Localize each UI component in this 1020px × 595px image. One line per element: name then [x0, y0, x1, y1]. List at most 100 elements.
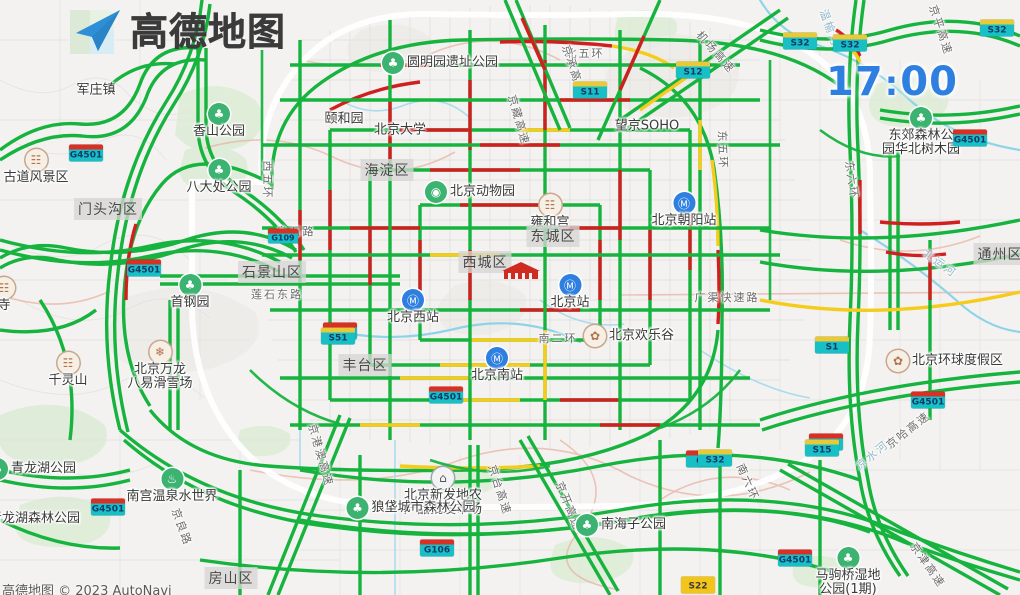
poi-marker[interactable]: ☷ 古道风景区 [3, 149, 69, 185]
poi-marker[interactable]: ☷ 千灵山 [48, 352, 88, 388]
poi-label: 东郊森林公 园华北树木园 [881, 128, 961, 157]
highway-shield: G4501 [69, 144, 103, 162]
highway-shield: S12 [676, 61, 710, 79]
road-name-label: 西五环 [261, 160, 274, 200]
district-label[interactable]: 门头沟区 [74, 198, 142, 220]
district-label[interactable]: 通州区 [973, 243, 1020, 265]
shield-code: G106 [420, 544, 454, 557]
poi-marker[interactable]: ♣青龙湖公园 [0, 458, 76, 480]
poi-label: 青龙湖公园 [10, 461, 77, 477]
place-label[interactable]: 北京大学 [373, 122, 427, 138]
poi-marker[interactable]: ♣ 八大处公园 [186, 159, 252, 195]
historic-icon[interactable]: ☷ [538, 194, 561, 216]
poi-label: 古道风景区 [3, 170, 69, 185]
poi-label: 寺 [0, 298, 11, 313]
poi-marker[interactable]: Ⓜ 北京西站 [387, 289, 439, 325]
poi-marker[interactable]: ♣ 南海子公园 [575, 514, 667, 536]
shield-top-band [323, 322, 357, 328]
park-icon[interactable]: ♣ [207, 159, 230, 181]
place-label[interactable]: 颐和园 [324, 111, 364, 127]
poi-marker[interactable]: ✿ 北京欢乐谷 [583, 325, 674, 347]
poi-label: 北京环球度假区 [911, 353, 1004, 369]
train-station-icon[interactable]: Ⓜ [401, 289, 424, 311]
historic-icon[interactable]: ☷ [56, 352, 79, 374]
historic-icon[interactable]: ☷ [0, 277, 15, 299]
train-station-icon[interactable]: Ⓜ [485, 347, 508, 369]
park-icon[interactable]: ♣ [909, 107, 932, 129]
train-station-icon[interactable]: Ⓜ [558, 274, 581, 296]
shield-code: G4501 [778, 554, 812, 567]
poi-marker[interactable]: ♣ 首钢园 [170, 274, 210, 310]
shield-top-band [953, 129, 987, 135]
place-label[interactable]: 军庄镇 [76, 82, 116, 98]
road-name-label: 莲石东路 [251, 288, 303, 301]
train-station-icon[interactable]: Ⓜ [672, 192, 695, 214]
amusement-icon[interactable]: ✿ [583, 325, 606, 347]
poi-label: 南海子公园 [600, 517, 667, 533]
poi-marker[interactable]: ♣ 圆明园遗址公园 [381, 52, 498, 74]
spring-icon[interactable]: ♨ [160, 468, 183, 490]
shield-top-band [676, 61, 710, 67]
highway-shield: S32 [980, 19, 1014, 37]
park-icon[interactable]: ♣ [207, 103, 230, 125]
park-icon[interactable]: ♣ [346, 497, 369, 519]
road-name-label: 广渠快速路 [694, 291, 760, 304]
highway-shield: S32 [698, 449, 732, 467]
poi-marker[interactable]: Ⓜ 北京朝阳站 [651, 192, 717, 228]
shield-top-band [783, 32, 817, 38]
poi-marker[interactable]: ◉ 北京动物园 [424, 181, 515, 203]
shield-code: S32 [833, 39, 867, 52]
poi-marker[interactable]: ♣ 香山公园 [193, 103, 245, 139]
zoo-icon[interactable]: ◉ [424, 181, 447, 203]
poi-marker[interactable]: ❄ 北京万龙 八易滑雪场 [127, 341, 193, 390]
poi-marker[interactable]: ♣青龙湖森林公园 [0, 508, 80, 530]
ski-icon[interactable]: ❄ [148, 341, 171, 363]
market-icon[interactable]: ⌂ [431, 467, 454, 489]
park-icon[interactable]: ♣ [836, 547, 859, 569]
shield-top-band [268, 228, 298, 234]
poi-marker[interactable]: ⌂ 北京新发地农 产品批发市场 [404, 467, 482, 516]
poi-label: 北京西站 [386, 310, 440, 325]
park-icon[interactable]: ♣ [575, 514, 598, 536]
district-label[interactable]: 海淀区 [360, 159, 414, 181]
historic-icon[interactable]: ☷ [24, 149, 47, 171]
shield-top-band [321, 327, 355, 333]
poi-marker[interactable]: Ⓜ 北京南站 [471, 347, 523, 383]
shield-top-band [805, 439, 839, 445]
forbidden-city-icon [500, 259, 542, 281]
copyright-label: 高德地图 © 2023 AutoNavi [2, 584, 172, 595]
amusement-icon[interactable]: ✿ [886, 350, 909, 372]
shield-code: S22 [681, 579, 715, 594]
amap-logo[interactable]: 高德地图 [68, 4, 286, 60]
poi-marker[interactable]: ☷ 寺 [0, 277, 15, 313]
district-label[interactable]: 东城区 [526, 225, 580, 247]
district-label[interactable]: 石景山区 [238, 261, 306, 283]
park-icon[interactable]: ♣ [178, 274, 201, 296]
shield-code: S11 [573, 86, 607, 99]
place-label[interactable]: 望京SOHO [614, 118, 680, 134]
poi-marker[interactable]: ♣ 马驹桥湿地 公园(1期) [815, 547, 881, 595]
highway-shield: S11 [573, 81, 607, 99]
shield-top-band [698, 449, 732, 455]
district-label[interactable]: 房山区 [204, 567, 258, 589]
shield-code: S32 [783, 37, 817, 50]
poi-marker[interactable]: Ⓜ 北京站 [550, 274, 590, 310]
clock-hours: 17 [826, 59, 884, 105]
amap-arrow-logo-icon [68, 4, 124, 60]
highway-shield: G4501 [127, 259, 161, 277]
poi-marker[interactable]: ♣ 东郊森林公 园华北树木园 [882, 107, 960, 156]
poi-marker[interactable]: ✿ 北京环球度假区 [886, 350, 1004, 372]
shield-top-band [69, 144, 103, 150]
district-label[interactable]: 西城区 [458, 251, 512, 273]
poi-label: 青龙湖森林公园 [0, 511, 81, 527]
poi-marker[interactable]: ♣ 狼垡城市森林公园 [346, 497, 476, 519]
shield-top-band [91, 498, 125, 504]
park-icon[interactable]: ♣ [381, 52, 404, 74]
poi-label: 狼垡城市森林公园 [371, 500, 476, 516]
park-icon[interactable]: ♣ [0, 458, 8, 480]
shield-top-band [815, 336, 849, 342]
district-label[interactable]: 丰台区 [338, 354, 392, 376]
poi-marker[interactable]: ♨ 南宫温泉水世界 [126, 468, 218, 504]
